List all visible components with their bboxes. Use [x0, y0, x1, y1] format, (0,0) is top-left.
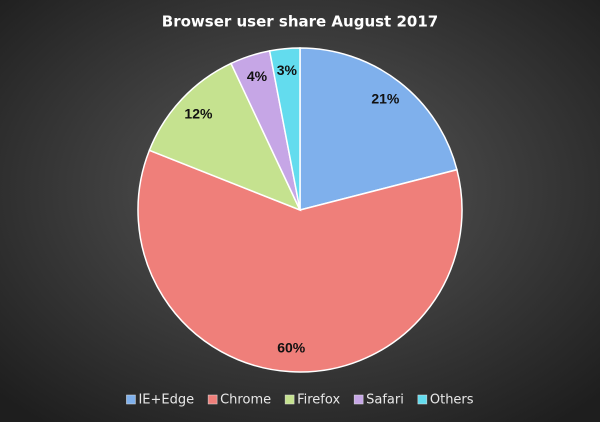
chart-title: Browser user share August 2017 [162, 13, 438, 31]
legend-label: Safari [366, 393, 404, 408]
legend: IE+Edge Chrome Firefox Safari Others [126, 393, 474, 408]
legend-label: IE+Edge [138, 393, 194, 408]
legend-swatch [126, 394, 136, 405]
legend-swatch [207, 394, 218, 405]
legend-label: Chrome [220, 393, 271, 408]
pie-slice [268, 47, 301, 211]
data-label: 4% [247, 68, 268, 84]
legend-swatch [417, 394, 428, 405]
pie-slice [148, 62, 302, 212]
legend-swatch [353, 394, 364, 405]
legend-swatch [284, 394, 295, 405]
data-label: 21% [371, 91, 400, 107]
legend-label: Firefox [297, 393, 340, 408]
pie-slice [299, 47, 458, 211]
data-label: 12% [184, 105, 213, 121]
data-label: 3% [277, 62, 298, 78]
legend-label: Others [430, 393, 474, 408]
pie: 21% 60% 12% 4% 3% [137, 47, 463, 373]
data-label: 60% [277, 340, 306, 356]
pie-slice [137, 149, 463, 373]
